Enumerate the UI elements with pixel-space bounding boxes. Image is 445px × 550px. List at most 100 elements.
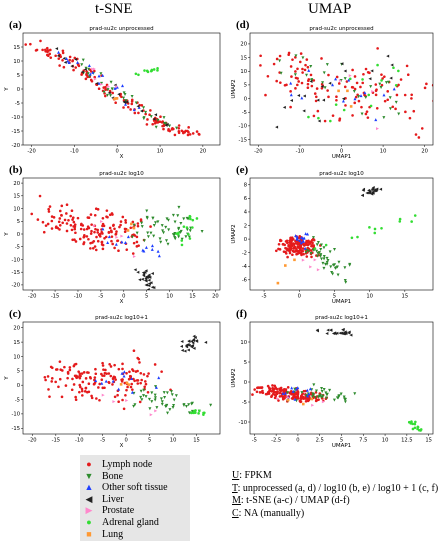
data-point xyxy=(288,251,292,255)
points-group xyxy=(30,194,204,290)
legend-item: ● Lymph node xyxy=(84,458,152,470)
data-point xyxy=(406,73,410,77)
data-point xyxy=(305,255,309,258)
data-point xyxy=(144,110,148,114)
data-point xyxy=(108,226,112,230)
data-point xyxy=(316,241,320,245)
legend-label: Liver xyxy=(102,493,124,505)
data-point xyxy=(90,79,94,83)
data-point xyxy=(165,217,169,221)
data-point xyxy=(130,100,134,103)
data-point xyxy=(288,246,292,249)
data-point xyxy=(306,82,310,86)
data-point xyxy=(136,104,140,108)
note-m: M: t-SNE (a-c) / UMAP (d-f) xyxy=(232,495,350,506)
data-point xyxy=(342,395,346,399)
data-point xyxy=(89,241,92,245)
data-point xyxy=(315,329,319,333)
x-axis-label: X xyxy=(120,299,124,305)
data-point xyxy=(361,78,364,81)
data-point xyxy=(282,387,286,391)
data-point xyxy=(81,394,84,397)
data-point xyxy=(294,234,298,238)
data-point xyxy=(259,54,262,58)
data-point xyxy=(290,397,294,400)
data-point xyxy=(150,244,154,248)
data-point xyxy=(369,104,373,108)
data-point xyxy=(299,247,302,251)
data-point xyxy=(131,252,135,255)
x-tick-label: -10 xyxy=(75,438,83,444)
data-point xyxy=(55,368,59,371)
data-point xyxy=(122,370,126,374)
data-point xyxy=(121,398,124,402)
y-tick-label: 0 xyxy=(17,87,20,93)
data-point xyxy=(108,213,112,217)
data-point xyxy=(81,380,85,384)
data-point xyxy=(397,69,400,73)
data-point xyxy=(438,60,441,63)
data-point xyxy=(157,254,161,258)
data-point xyxy=(50,215,54,218)
data-point xyxy=(95,235,98,239)
data-point xyxy=(92,224,96,228)
data-point xyxy=(380,226,383,230)
data-point xyxy=(93,69,96,73)
data-point xyxy=(308,242,312,245)
data-point xyxy=(143,270,147,274)
data-point xyxy=(294,87,297,90)
data-point xyxy=(388,107,392,111)
data-point xyxy=(109,94,113,98)
data-point xyxy=(176,214,180,218)
data-point xyxy=(74,395,77,399)
data-point xyxy=(276,281,280,285)
y-tick-label: 15 xyxy=(13,340,20,346)
data-point xyxy=(140,221,144,225)
data-point xyxy=(387,80,391,84)
data-point xyxy=(159,240,163,244)
data-point xyxy=(82,371,86,374)
data-point xyxy=(309,251,313,255)
data-point xyxy=(318,393,322,397)
data-point xyxy=(108,363,111,366)
data-point xyxy=(321,261,325,265)
data-point xyxy=(364,112,368,116)
data-point xyxy=(332,398,336,402)
data-point xyxy=(168,408,172,412)
data-point xyxy=(414,420,417,424)
data-point xyxy=(62,56,66,60)
data-point xyxy=(84,386,88,390)
panel-a: (a) prad-su2c unprocessed -20 -10 0 10 20 -20 -1… xyxy=(4,19,221,160)
data-point xyxy=(186,343,190,347)
data-point xyxy=(42,230,46,234)
data-point xyxy=(307,249,311,253)
data-point xyxy=(304,232,308,236)
data-point xyxy=(115,230,118,233)
legend-item: ● Adrenal gland xyxy=(84,516,159,528)
data-point xyxy=(432,99,433,103)
data-point xyxy=(87,67,91,71)
data-point xyxy=(137,73,140,77)
data-point xyxy=(325,256,329,260)
data-point xyxy=(57,385,60,389)
data-point xyxy=(145,69,149,73)
data-point xyxy=(95,81,99,85)
data-point xyxy=(156,118,160,122)
data-point xyxy=(171,406,175,410)
data-point xyxy=(382,116,386,120)
data-point xyxy=(146,374,149,378)
data-point xyxy=(260,386,263,390)
data-point xyxy=(92,67,96,71)
data-point xyxy=(93,77,97,81)
data-point xyxy=(296,249,300,253)
y-tick-label: -15 xyxy=(12,270,20,276)
x-tick-label: 20 xyxy=(421,149,428,155)
data-point xyxy=(117,400,120,404)
data-point xyxy=(146,235,150,239)
x-tick-label: 0 xyxy=(116,149,119,155)
data-point xyxy=(103,94,107,98)
data-point xyxy=(313,396,317,400)
data-point xyxy=(349,105,353,108)
data-point xyxy=(157,376,161,380)
data-point xyxy=(264,93,267,97)
